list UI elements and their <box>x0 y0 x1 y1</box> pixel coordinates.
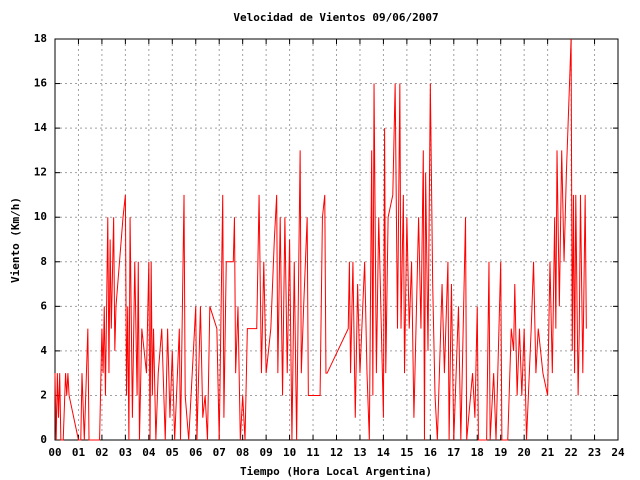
data-line <box>54 38 587 441</box>
y-axis-label: Viento (Km/h) <box>9 197 22 283</box>
x-tick-label: 18 <box>471 446 484 459</box>
plot-frame <box>54 38 619 441</box>
y-tick-label: 10 <box>34 210 47 223</box>
x-tick-label: 15 <box>400 446 413 459</box>
y-tick-label: 18 <box>34 32 47 45</box>
y-tick-label: 16 <box>34 77 48 90</box>
x-tick-label: 11 <box>306 446 320 459</box>
x-tick-label: 21 <box>541 446 555 459</box>
x-tick-label: 02 <box>95 446 108 459</box>
x-tick-label: 03 <box>119 446 132 459</box>
x-tick-label: 22 <box>564 446 577 459</box>
x-tick-label: 05 <box>166 446 179 459</box>
x-tick-label: 01 <box>72 446 86 459</box>
y-tick-label: 6 <box>40 299 47 312</box>
x-tick-label: 14 <box>377 446 391 459</box>
x-tick-label: 10 <box>283 446 296 459</box>
chart-title: Velocidad de Vientos 09/06/2007 <box>233 11 438 24</box>
y-tick-label: 8 <box>40 255 47 268</box>
x-tick-label: 16 <box>424 446 438 459</box>
x-tick-label: 17 <box>447 446 460 459</box>
y-tick-label: 4 <box>40 344 47 357</box>
x-tick-label: 09 <box>260 446 273 459</box>
x-tick-label: 13 <box>353 446 366 459</box>
x-tick-label: 23 <box>588 446 601 459</box>
x-tick-label: 12 <box>330 446 343 459</box>
y-tick-label: 2 <box>40 388 47 401</box>
x-tick-label: 20 <box>518 446 531 459</box>
x-axis-label: Tiempo (Hora Local Argentina) <box>240 465 432 478</box>
x-tick-label: 08 <box>236 446 249 459</box>
y-tick-label: 12 <box>34 166 47 179</box>
x-tick-label: 04 <box>142 446 156 459</box>
x-tick-label: 00 <box>48 446 61 459</box>
y-tick-label: 0 <box>40 433 47 446</box>
y-tick-label: 14 <box>34 121 48 134</box>
x-tick-label: 24 <box>611 446 625 459</box>
x-tick-label: 06 <box>189 446 203 459</box>
x-tick-label: 07 <box>213 446 226 459</box>
x-tick-label: 19 <box>494 446 507 459</box>
